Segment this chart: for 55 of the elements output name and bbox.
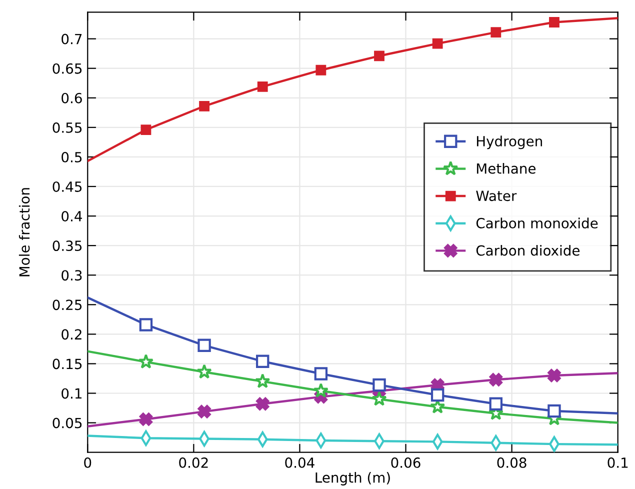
y-tick-label: 0.45 — [52, 181, 82, 192]
x-axis-title: Length (m) — [316, 472, 390, 486]
x-tick-label: 0.02 — [179, 457, 208, 468]
point — [432, 38, 443, 49]
legend-label: Water — [476, 190, 517, 202]
y-tick-label: 0.3 — [62, 270, 82, 281]
point — [372, 391, 387, 406]
point — [196, 364, 212, 379]
y-tick-label: 0.35 — [52, 240, 82, 252]
point — [257, 81, 268, 92]
x-tick-label: 0 — [84, 457, 92, 468]
y-tick-label: 0.2 — [62, 329, 82, 340]
x-tick-label: 0.04 — [285, 457, 314, 468]
point — [430, 388, 444, 402]
x-tick-label: 0.08 — [497, 457, 526, 468]
line-series — [88, 17, 618, 162]
point — [490, 27, 502, 38]
y-tick-label: 0.7 — [62, 34, 82, 44]
y-tick-label: 0.1 — [62, 388, 82, 399]
y-tick-label: 0.55 — [52, 122, 82, 133]
point — [256, 354, 270, 368]
x-tick-label: 0.06 — [391, 457, 420, 468]
y-tick-label: 0.4 — [62, 211, 82, 222]
point — [489, 373, 503, 386]
y-axis-title: Mole fraction — [18, 188, 30, 276]
point — [374, 50, 384, 62]
y-tick-label: 0.65 — [52, 63, 82, 74]
point — [254, 373, 270, 388]
point — [314, 367, 328, 380]
point — [138, 354, 154, 369]
point — [199, 100, 210, 112]
y-tick-label: 0.15 — [52, 358, 82, 370]
x-tick-label: 0.1 — [608, 457, 628, 468]
point — [139, 318, 153, 332]
legend-label: Carbon monoxide — [476, 218, 598, 228]
point — [139, 412, 153, 426]
point — [372, 378, 386, 392]
legend-label: Carbon dioxide — [476, 245, 580, 256]
line-series — [88, 350, 618, 426]
point — [198, 338, 211, 352]
point — [140, 124, 152, 135]
point — [198, 404, 211, 418]
legend-label: Hydrogen — [476, 136, 542, 150]
y-tick-label: 0.05 — [52, 418, 82, 428]
point — [548, 404, 561, 418]
point — [549, 17, 560, 28]
point — [313, 382, 329, 398]
point — [256, 397, 270, 410]
legend-label: Methane — [476, 163, 536, 174]
point — [548, 368, 561, 382]
y-tick-label: 0.25 — [52, 300, 82, 310]
y-tick-label: 0.6 — [62, 92, 82, 104]
y-tick-label: 0.5 — [62, 152, 82, 162]
point — [316, 64, 326, 76]
point — [489, 397, 503, 410]
